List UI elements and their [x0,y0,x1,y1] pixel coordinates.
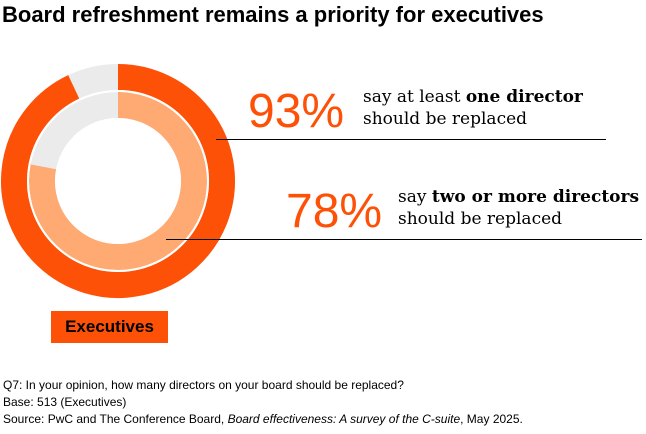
source-suffix: , May 2025. [460,412,523,426]
description-text-after: should be replaced [398,209,563,229]
description-bold: two or more directors [431,187,640,207]
description-bold: one director [465,87,583,107]
donut-chart [1,64,235,298]
ring-separator-2 [55,118,181,244]
source-prefix: Source: PwC and The Conference Board, [3,412,228,426]
source-title: Board effectiveness: A survey of the C-s… [227,412,461,426]
category-badge: Executives [51,311,168,343]
footnote-question: Q7: In your opinion, how many directors … [3,378,404,392]
description-text-before: say at least [363,87,466,107]
footnotes: Q7: In your opinion, how many directors … [3,377,523,428]
value-label-two-or-more: 78% [286,185,383,238]
leader-line-one-director [216,139,606,140]
ring-separator-1 [27,90,209,272]
leader-line-two-or-more [166,239,642,240]
footnote-source: Source: PwC and The Conference Board, Bo… [3,411,523,428]
footnote-base: Base: 513 (Executives) [3,395,127,409]
chart-title: Board refreshment remains a priority for… [2,2,544,27]
value-label-one-director: 93% [248,85,345,138]
description-text-after: should be replaced [363,109,528,129]
description-text-before: say [398,187,432,207]
description-one-director: say at least one director should be repl… [363,86,583,130]
ring-value-1 [1,64,235,298]
description-two-or-more: say two or more directors should be repl… [398,186,639,230]
